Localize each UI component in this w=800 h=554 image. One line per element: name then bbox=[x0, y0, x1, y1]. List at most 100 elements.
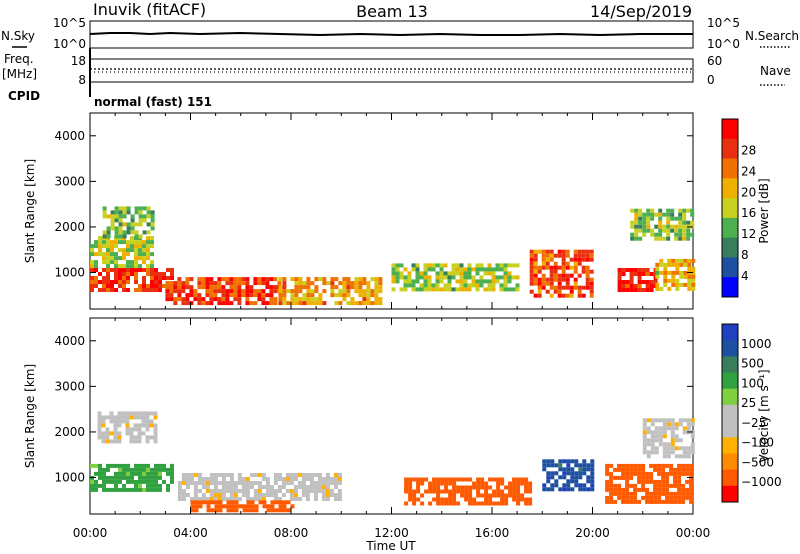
echo-cell-0-9 bbox=[638, 220, 643, 225]
echo-cell-1-2 bbox=[309, 481, 314, 485]
echo-cell-0-5 bbox=[503, 283, 508, 288]
echo-cell-0-0 bbox=[114, 280, 118, 284]
echo-cell-0-4 bbox=[342, 277, 347, 282]
echo-cell-1-2 bbox=[229, 497, 234, 501]
echo-cell-1-2 bbox=[185, 493, 190, 497]
echo-cell-0-4 bbox=[330, 281, 335, 286]
echo-cell-0-5 bbox=[459, 283, 464, 288]
echo-cell-0-3 bbox=[241, 281, 246, 286]
echo-cell-1-4 bbox=[484, 485, 489, 490]
echo-cell-0-3 bbox=[245, 281, 250, 286]
echo-cell-0-2 bbox=[130, 218, 135, 223]
echo-cell-0-6 bbox=[541, 281, 546, 286]
echo-cell-1-2 bbox=[317, 481, 322, 485]
echo-cell-1-4 bbox=[448, 481, 453, 486]
echo-cell-0-8 bbox=[655, 262, 660, 267]
echo-cell-0-0 bbox=[126, 268, 130, 272]
echo-cell-1-5 bbox=[542, 487, 547, 492]
echo-cell-0-0 bbox=[118, 276, 122, 280]
echo-cell-1-0 bbox=[126, 463, 130, 468]
echo-cell-0-3 bbox=[225, 277, 230, 282]
echo-cell-0-9 bbox=[654, 224, 659, 229]
echo-cell-1-4 bbox=[524, 501, 529, 506]
echo-cell-1-0 bbox=[162, 467, 166, 472]
echo-cell-0-3 bbox=[233, 293, 238, 298]
echo-cell-1-0 bbox=[118, 475, 122, 480]
echo-cell-0-6 bbox=[545, 249, 550, 254]
echo-cell-1-2 bbox=[289, 477, 294, 481]
echo-cell-0-3 bbox=[189, 293, 194, 298]
echo-cell-1-1 bbox=[145, 419, 150, 424]
echo-cell-0-5 bbox=[407, 283, 412, 288]
echo-cell-0-3 bbox=[209, 289, 214, 294]
echo-cell-0-5 bbox=[423, 267, 428, 272]
echo-cell-0-6 bbox=[565, 261, 570, 266]
echo-cell-0-6 bbox=[565, 293, 570, 298]
echo-cell-1-3 bbox=[206, 508, 211, 513]
echo-cell-0-0 bbox=[98, 272, 102, 276]
echo-cell-0-0 bbox=[94, 284, 98, 288]
echo-cell-0-0 bbox=[134, 276, 138, 280]
echo-cell-0-2 bbox=[102, 206, 107, 211]
echo-cell-1-4 bbox=[460, 489, 465, 494]
echo-cell-0-5 bbox=[423, 275, 428, 280]
echo-cell-0-3 bbox=[205, 289, 210, 294]
echo-cell-0-3 bbox=[241, 289, 246, 294]
echo-cell-1-0 bbox=[142, 475, 146, 480]
echo-cell-0-3 bbox=[221, 277, 226, 282]
echo-cell-0-9 bbox=[674, 232, 679, 237]
echo-cell-1-6 bbox=[609, 463, 614, 468]
echo-cell-1-6 bbox=[629, 499, 634, 504]
echo-cell-0-3 bbox=[257, 293, 262, 298]
echo-cell-0-3 bbox=[165, 281, 170, 286]
echo-cell-1-2 bbox=[201, 497, 206, 501]
echo-cell-1-4 bbox=[480, 493, 485, 498]
echo-cell-0-1 bbox=[138, 248, 142, 253]
noise-sky-trace bbox=[89, 31, 693, 37]
echo-cell-0-6 bbox=[573, 265, 578, 270]
echo-cell-0-4 bbox=[314, 297, 319, 302]
echo-cell-0-6 bbox=[537, 293, 542, 298]
echo-cell-1-4 bbox=[420, 493, 425, 498]
echo-cell-1-6 bbox=[621, 491, 626, 496]
echo-cell-1-5 bbox=[570, 459, 575, 464]
echo-cell-0-0 bbox=[122, 280, 126, 284]
echo-cell-0-3 bbox=[261, 301, 266, 306]
echo-cell-1-2 bbox=[273, 481, 278, 485]
echo-cell-0-6 bbox=[589, 285, 594, 290]
echo-cell-0-6 bbox=[565, 249, 570, 254]
echo-cell-1-2 bbox=[245, 477, 250, 481]
echo-cell-0-2 bbox=[110, 214, 115, 219]
echo-cell-1-0 bbox=[158, 483, 162, 488]
echo-cell-1-4 bbox=[440, 501, 445, 506]
echo-cell-0-6 bbox=[577, 253, 582, 258]
echo-cell-0-5 bbox=[491, 283, 496, 288]
echo-cell-1-0 bbox=[170, 471, 174, 476]
echo-cell-0-5 bbox=[443, 263, 448, 268]
echo-cell-1-2 bbox=[205, 485, 210, 489]
echo-cell-1-0 bbox=[114, 483, 118, 488]
echo-cell-1-5 bbox=[578, 487, 583, 492]
echo-cell-0-1 bbox=[110, 248, 114, 253]
echo-cell-0-3 bbox=[181, 289, 186, 294]
echo-cell-0-3 bbox=[237, 289, 242, 294]
echo-cell-0-9 bbox=[666, 212, 671, 217]
echo-cell-1-7 bbox=[662, 454, 667, 459]
echo-cell-1-4 bbox=[436, 493, 441, 498]
echo-cell-1-5 bbox=[586, 467, 591, 472]
echo-cell-0-9 bbox=[646, 216, 651, 221]
echo-cell-0-1 bbox=[90, 244, 94, 249]
echo-cell-1-1 bbox=[153, 431, 158, 436]
echo-cell-1-6 bbox=[621, 487, 626, 492]
echo-cell-0-3 bbox=[205, 301, 210, 306]
echo-cell-0-3 bbox=[237, 293, 242, 298]
echo-cell-0-1 bbox=[110, 256, 114, 261]
echo-cell-0-0 bbox=[154, 268, 158, 272]
colorbar-tick-1-5: −100 bbox=[741, 436, 774, 450]
echo-cell-0-1 bbox=[90, 248, 94, 253]
echo-cell-1-5 bbox=[582, 483, 587, 488]
echo-cell-1-7 bbox=[670, 434, 675, 439]
echo-cell-0-2 bbox=[150, 210, 155, 215]
echo-cell-1-6 bbox=[681, 499, 686, 504]
echo-cell-0-6 bbox=[585, 269, 590, 274]
